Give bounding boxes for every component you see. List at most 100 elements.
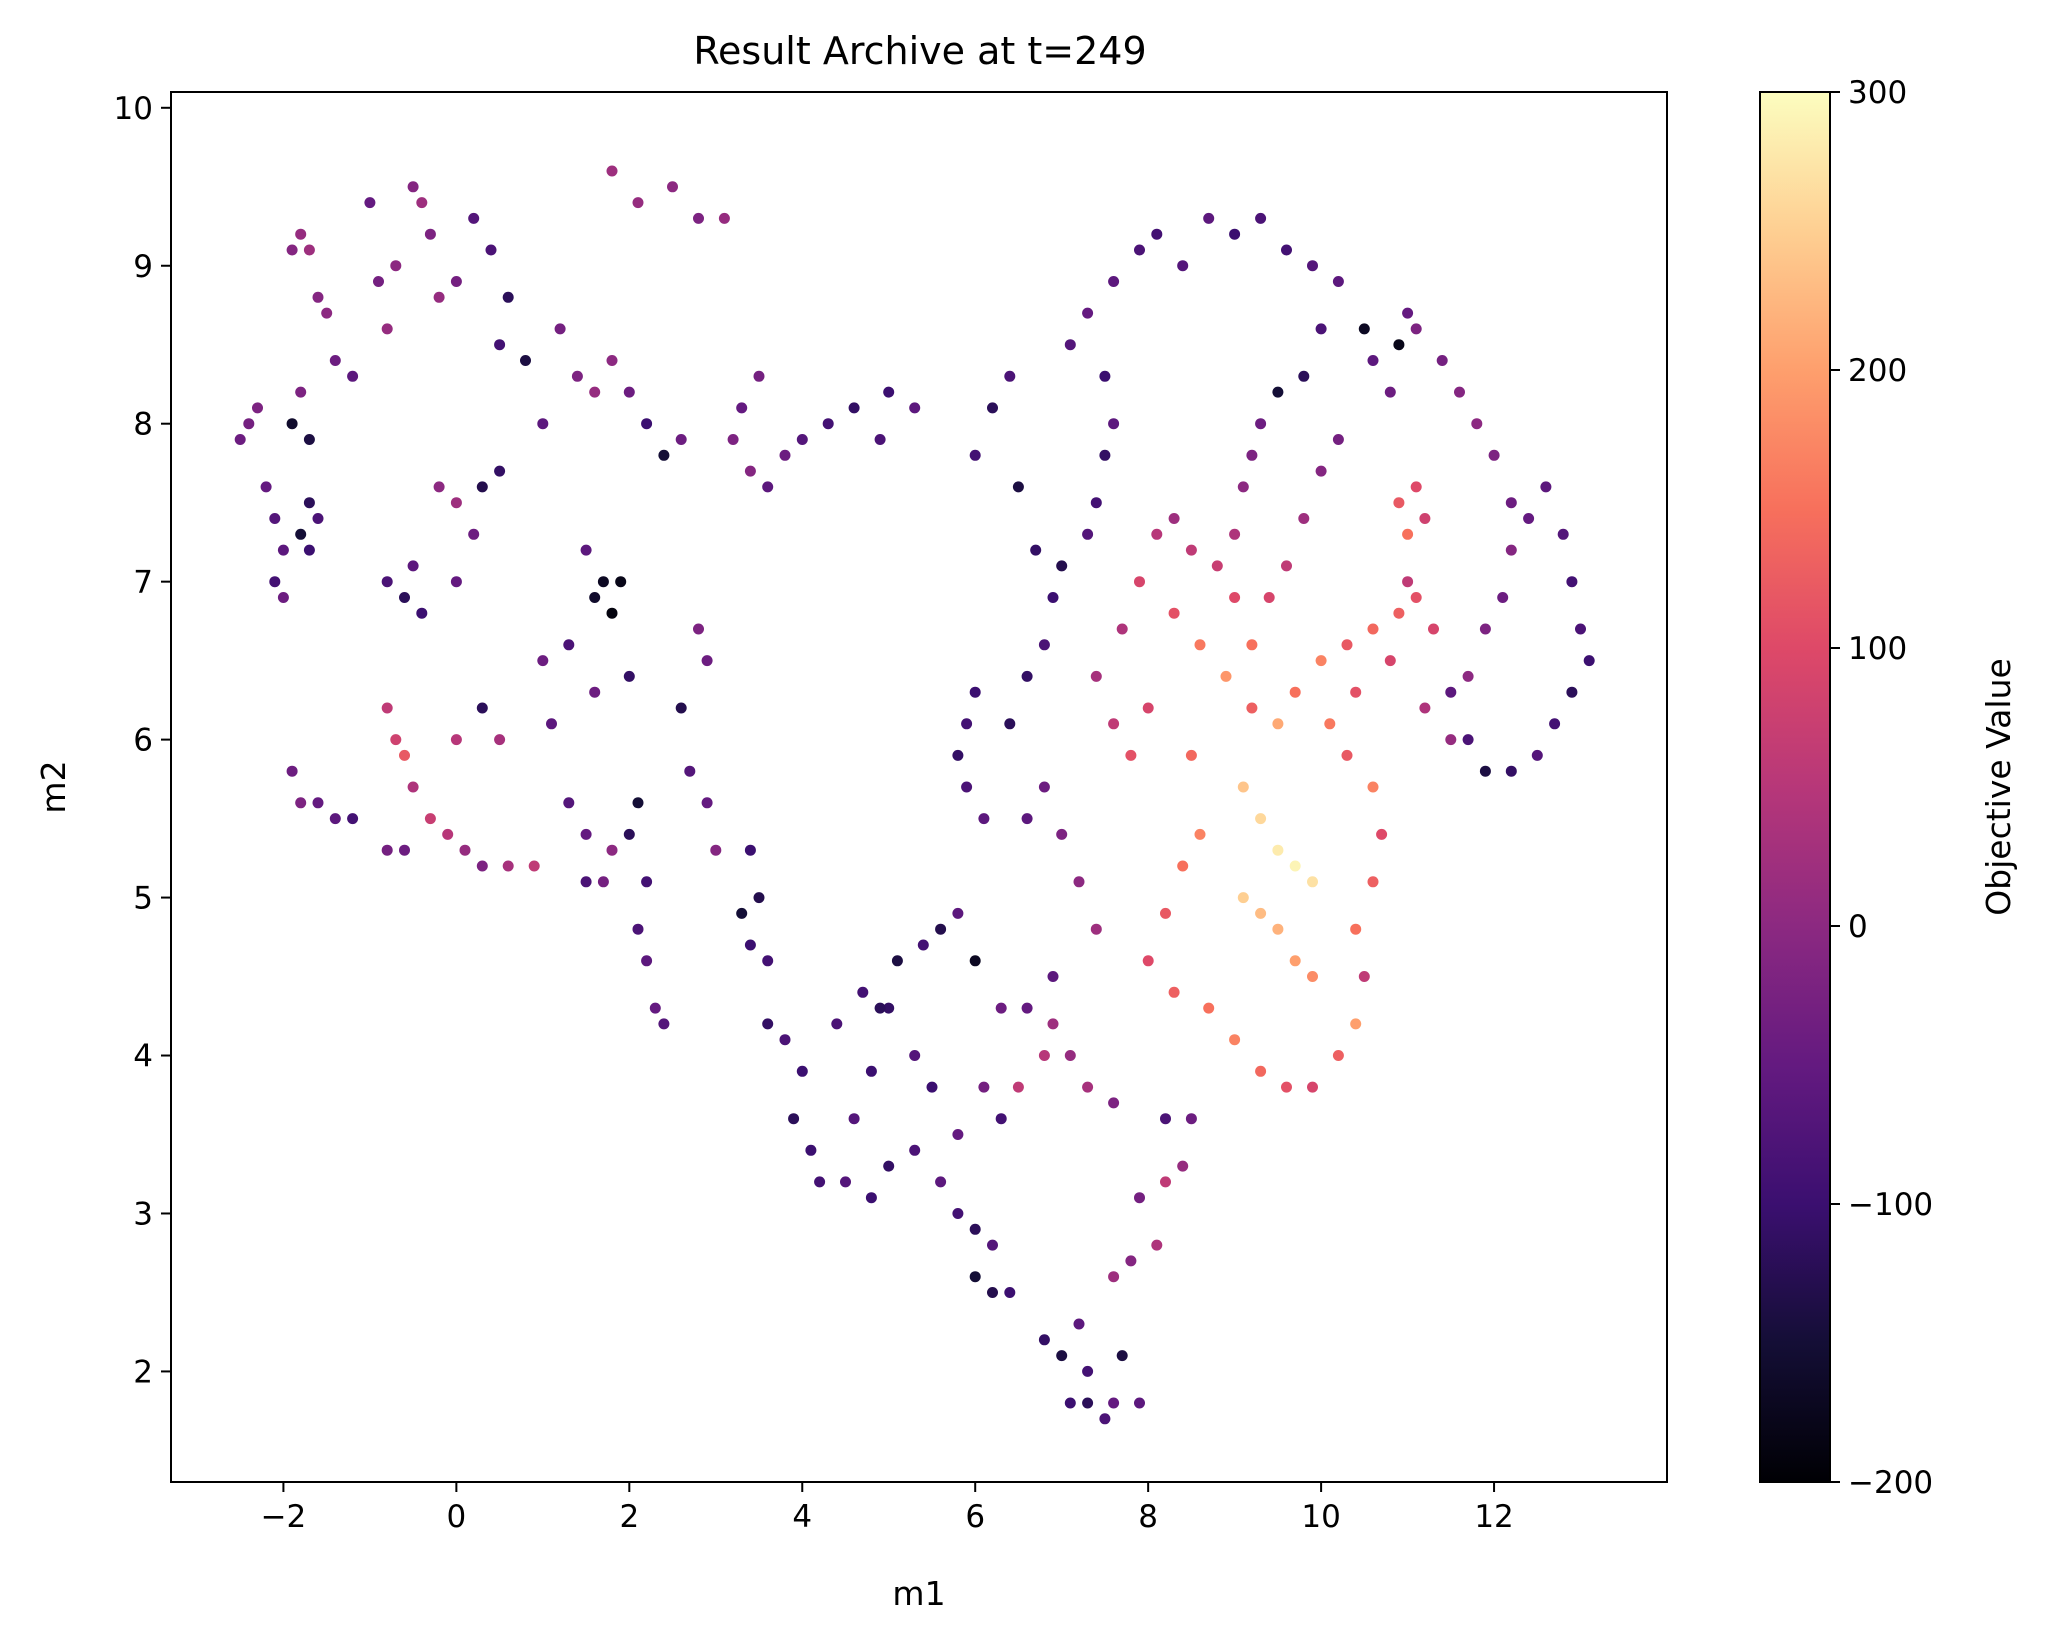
data-point bbox=[675, 434, 687, 445]
data-point bbox=[286, 418, 298, 430]
data-point bbox=[848, 1113, 860, 1125]
data-point bbox=[1281, 560, 1292, 572]
data-point bbox=[295, 386, 307, 398]
data-point bbox=[381, 576, 393, 588]
data-point bbox=[1160, 907, 1171, 919]
data-point bbox=[874, 434, 886, 445]
data-point bbox=[693, 623, 704, 635]
data-point bbox=[1263, 592, 1275, 603]
data-point bbox=[701, 655, 713, 667]
data-point bbox=[1505, 544, 1517, 556]
data-point bbox=[1038, 639, 1050, 651]
data-point bbox=[528, 860, 540, 872]
data-point bbox=[1237, 892, 1249, 904]
data-point bbox=[969, 449, 981, 461]
data-point bbox=[563, 797, 575, 809]
data-point bbox=[1393, 607, 1405, 619]
data-point bbox=[399, 844, 410, 856]
data-point bbox=[1255, 1065, 1267, 1077]
data-point bbox=[1203, 1002, 1215, 1014]
data-point bbox=[1056, 560, 1068, 572]
data-point bbox=[917, 939, 929, 951]
data-point bbox=[1419, 513, 1431, 524]
data-point bbox=[788, 1113, 800, 1125]
data-point bbox=[1021, 813, 1033, 825]
data-point bbox=[1237, 781, 1249, 793]
data-point bbox=[329, 813, 341, 825]
data-point bbox=[303, 434, 315, 445]
data-point bbox=[1237, 481, 1249, 493]
data-point bbox=[995, 1113, 1007, 1125]
data-point bbox=[1134, 576, 1145, 588]
data-point bbox=[1108, 1397, 1120, 1409]
data-point bbox=[433, 481, 445, 493]
data-point bbox=[1246, 449, 1258, 461]
data-point bbox=[1134, 1192, 1145, 1204]
data-point bbox=[1289, 686, 1301, 698]
data-point bbox=[1168, 607, 1180, 619]
data-point bbox=[969, 686, 981, 698]
data-point bbox=[1064, 1050, 1076, 1061]
data-point bbox=[978, 1081, 990, 1093]
data-point bbox=[580, 544, 592, 556]
data-point bbox=[1462, 670, 1474, 682]
data-point bbox=[407, 560, 419, 572]
data-point bbox=[1445, 734, 1457, 746]
data-point bbox=[727, 434, 739, 445]
data-point bbox=[1185, 1113, 1197, 1125]
data-point bbox=[1134, 244, 1145, 256]
data-point bbox=[1341, 749, 1353, 761]
data-point bbox=[1479, 765, 1491, 777]
data-point bbox=[883, 1160, 895, 1172]
data-point bbox=[874, 1002, 886, 1014]
data-point bbox=[623, 828, 635, 840]
data-point bbox=[1272, 718, 1284, 730]
data-point bbox=[381, 323, 393, 335]
data-point bbox=[373, 276, 384, 287]
data-point bbox=[891, 955, 903, 967]
data-point bbox=[1177, 1160, 1189, 1172]
data-point bbox=[779, 449, 791, 461]
data-point bbox=[1073, 1318, 1085, 1330]
data-point bbox=[753, 370, 765, 382]
data-point bbox=[744, 465, 756, 477]
data-point bbox=[1108, 1097, 1120, 1109]
data-point bbox=[1116, 1350, 1128, 1362]
data-point bbox=[537, 418, 549, 430]
data-point bbox=[347, 813, 359, 825]
colorbar-tick-label: 0 bbox=[1848, 909, 1868, 945]
data-point bbox=[952, 1129, 964, 1140]
data-point bbox=[1168, 513, 1180, 524]
data-point bbox=[399, 592, 410, 603]
data-point bbox=[822, 418, 834, 430]
data-point bbox=[969, 1223, 981, 1235]
y-tick-label: 4 bbox=[133, 1039, 153, 1075]
data-point bbox=[987, 402, 998, 414]
data-point bbox=[1229, 528, 1241, 540]
data-point bbox=[312, 513, 324, 524]
data-point bbox=[1367, 876, 1379, 888]
data-point bbox=[1090, 497, 1102, 509]
data-point bbox=[1384, 655, 1396, 667]
data-point bbox=[1108, 718, 1120, 730]
data-point bbox=[364, 197, 376, 209]
data-point bbox=[1185, 544, 1197, 556]
data-point bbox=[641, 876, 653, 888]
chart-title: Result Archive at t=249 bbox=[693, 29, 1146, 73]
data-point bbox=[1575, 623, 1586, 635]
data-point bbox=[865, 1192, 877, 1204]
data-point bbox=[641, 955, 653, 967]
data-point bbox=[1272, 923, 1284, 935]
data-point bbox=[1082, 1081, 1094, 1093]
data-point bbox=[537, 655, 549, 667]
data-point bbox=[1082, 1365, 1094, 1377]
data-point bbox=[450, 734, 462, 746]
data-point bbox=[1488, 449, 1500, 461]
data-point bbox=[1367, 781, 1379, 793]
data-point bbox=[606, 607, 618, 619]
y-tick-label: 6 bbox=[133, 723, 153, 759]
data-point bbox=[450, 276, 462, 287]
data-point bbox=[468, 528, 480, 540]
